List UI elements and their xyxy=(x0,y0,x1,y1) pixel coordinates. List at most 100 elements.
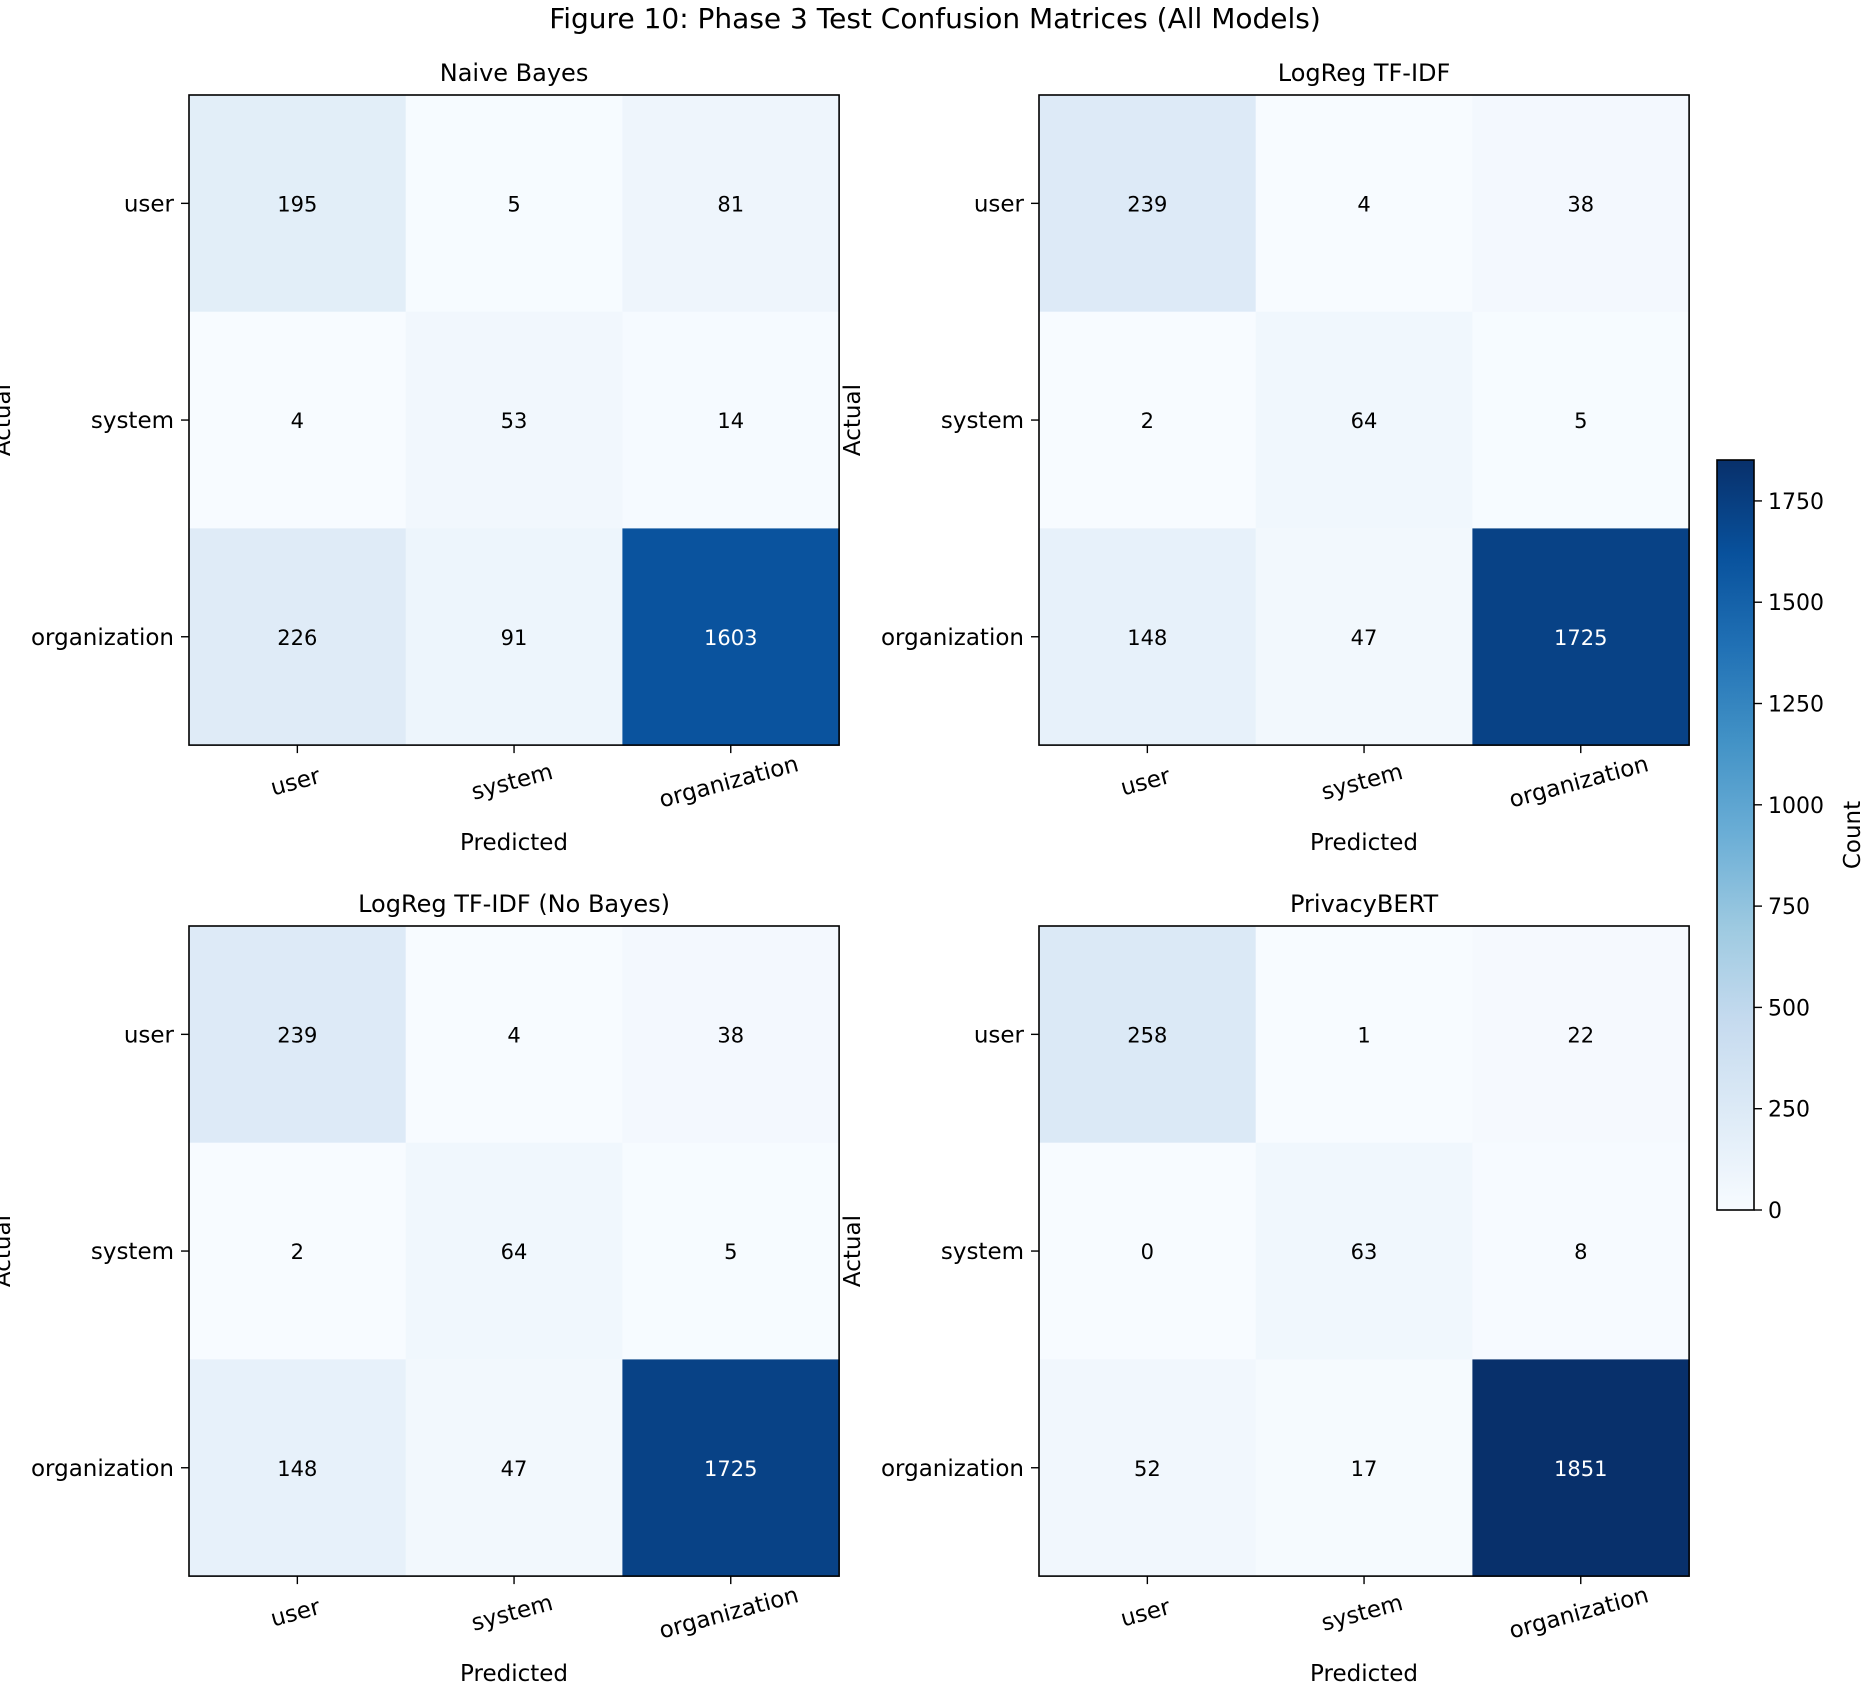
heatmap-cell xyxy=(405,311,623,529)
heatmap-cell xyxy=(189,1359,407,1577)
x-tick-label: user xyxy=(1118,763,1174,801)
cell-value-label: 38 xyxy=(1567,192,1594,216)
cell-value-label: 148 xyxy=(1127,626,1167,650)
panel-1: LogReg TF-IDF 239 4 38 2 64 5 148 47 1725 user syst… xyxy=(840,59,1690,856)
colorbar-tick-label: 250 xyxy=(1768,1098,1810,1123)
y-tick-label: system xyxy=(91,408,174,434)
panel-title: LogReg TF-IDF (No Bayes) xyxy=(358,890,670,918)
heatmap-cell xyxy=(1039,926,1257,1144)
heatmap-cell xyxy=(1039,1142,1257,1360)
heatmap-cell xyxy=(1039,528,1257,746)
y-tick-label: system xyxy=(941,408,1024,434)
cell-value-label: 47 xyxy=(501,1457,528,1481)
cell-value-label: 4 xyxy=(507,1023,520,1047)
y-tick-label: user xyxy=(124,191,175,217)
heatmap-cell xyxy=(1472,95,1690,313)
cell-value-label: 63 xyxy=(1351,1240,1378,1264)
heatmap-cell xyxy=(1472,311,1690,529)
colorbar: 0 250 500 750 1000 1250 1500 1750 Count xyxy=(1716,459,1866,1224)
heatmap-cell xyxy=(189,926,407,1144)
x-tick-label: organization xyxy=(657,1582,802,1644)
cell-value-label: 195 xyxy=(277,192,317,216)
heatmap-cell xyxy=(405,926,623,1144)
y-tick-label: user xyxy=(124,1022,175,1048)
cell-value-label: 52 xyxy=(1134,1457,1161,1481)
heatmap-cell xyxy=(1255,1359,1473,1577)
cell-value-label: 258 xyxy=(1127,1023,1167,1047)
cell-value-label: 239 xyxy=(277,1023,317,1047)
cell-value-label: 1603 xyxy=(704,626,757,650)
x-axis-label: Predicted xyxy=(460,1661,568,1687)
heatmap-cell xyxy=(1472,926,1690,1144)
panel-title: PrivacyBERT xyxy=(1290,890,1438,918)
colorbar-frame xyxy=(1716,459,1755,1211)
x-tick-label: system xyxy=(1319,1590,1406,1637)
x-axis-label: Predicted xyxy=(1310,1661,1418,1687)
heatmap-cell xyxy=(1255,1142,1473,1360)
y-tick-label: organization xyxy=(881,1456,1024,1482)
heatmap-cell xyxy=(405,1142,623,1360)
heatmap-cell xyxy=(622,311,840,529)
heatmap-cell xyxy=(1472,528,1690,746)
cell-value-label: 5 xyxy=(724,1240,737,1264)
heatmap-cell xyxy=(405,95,623,313)
heatmap-cell xyxy=(189,95,407,313)
cell-value-label: 1 xyxy=(1357,1023,1370,1047)
colorbar-tick-label: 500 xyxy=(1768,996,1810,1021)
y-axis-label: Actual xyxy=(840,1215,866,1287)
colorbar-tick-label: 1000 xyxy=(1768,794,1824,819)
y-tick-label: user xyxy=(974,191,1025,217)
panel-3: PrivacyBERT 258 1 22 0 63 8 52 17 1851 user system o… xyxy=(840,890,1690,1687)
cell-value-label: 8 xyxy=(1574,1240,1587,1264)
heatmap-cell xyxy=(1255,926,1473,1144)
figure-title: Figure 10: Phase 3 Test Confusion Matric… xyxy=(549,2,1321,35)
colorbar-label: Count xyxy=(1840,801,1866,869)
cell-value-label: 0 xyxy=(1141,1240,1154,1264)
x-tick-label: system xyxy=(469,759,556,806)
cell-value-label: 5 xyxy=(507,192,520,216)
cell-value-label: 4 xyxy=(291,409,304,433)
colorbar-tick-label: 1250 xyxy=(1768,693,1824,718)
heatmap-cell xyxy=(622,1142,840,1360)
y-tick-label: organization xyxy=(31,625,174,651)
heatmap-cell xyxy=(1472,1359,1690,1577)
cell-value-label: 81 xyxy=(717,192,744,216)
x-tick-label: user xyxy=(268,763,324,801)
heatmap-cell xyxy=(1039,95,1257,313)
x-tick-label: system xyxy=(1319,759,1406,806)
cell-value-label: 4 xyxy=(1357,192,1370,216)
cell-value-label: 53 xyxy=(501,409,528,433)
heatmap-cell xyxy=(1472,1142,1690,1360)
panel-title: LogReg TF-IDF xyxy=(1278,59,1451,87)
heatmap-cell xyxy=(405,528,623,746)
heatmap-cell xyxy=(189,311,407,529)
cell-value-label: 47 xyxy=(1351,626,1378,650)
cell-value-label: 1725 xyxy=(1554,626,1607,650)
y-tick-label: organization xyxy=(881,625,1024,651)
heatmap-cell xyxy=(189,1142,407,1360)
x-tick-label: system xyxy=(469,1590,556,1637)
y-axis-label: Actual xyxy=(840,384,866,456)
colorbar-fill xyxy=(1717,460,1754,1210)
cell-value-label: 2 xyxy=(291,1240,304,1264)
heatmap-cell xyxy=(622,528,840,746)
x-tick-label: organization xyxy=(1507,751,1652,813)
x-axis-label: Predicted xyxy=(460,830,568,856)
y-axis-label: Actual xyxy=(0,1215,16,1287)
colorbar-tick-label: 750 xyxy=(1768,895,1810,920)
y-tick-label: system xyxy=(941,1239,1024,1265)
x-tick-label: organization xyxy=(657,751,802,813)
panel-title: Naive Bayes xyxy=(440,59,589,87)
y-tick-label: organization xyxy=(31,1456,174,1482)
x-tick-label: user xyxy=(268,1594,324,1632)
heatmap-cell xyxy=(405,1359,623,1577)
heatmap-cell xyxy=(189,528,407,746)
cell-value-label: 239 xyxy=(1127,192,1167,216)
panel-0: Naive Bayes 195 5 81 4 53 14 226 91 1603 user syste… xyxy=(0,59,840,856)
cell-value-label: 148 xyxy=(277,1457,317,1481)
heatmap-cell xyxy=(1255,528,1473,746)
heatmap-cell xyxy=(622,95,840,313)
x-axis-label: Predicted xyxy=(1310,830,1418,856)
cell-value-label: 91 xyxy=(501,626,528,650)
